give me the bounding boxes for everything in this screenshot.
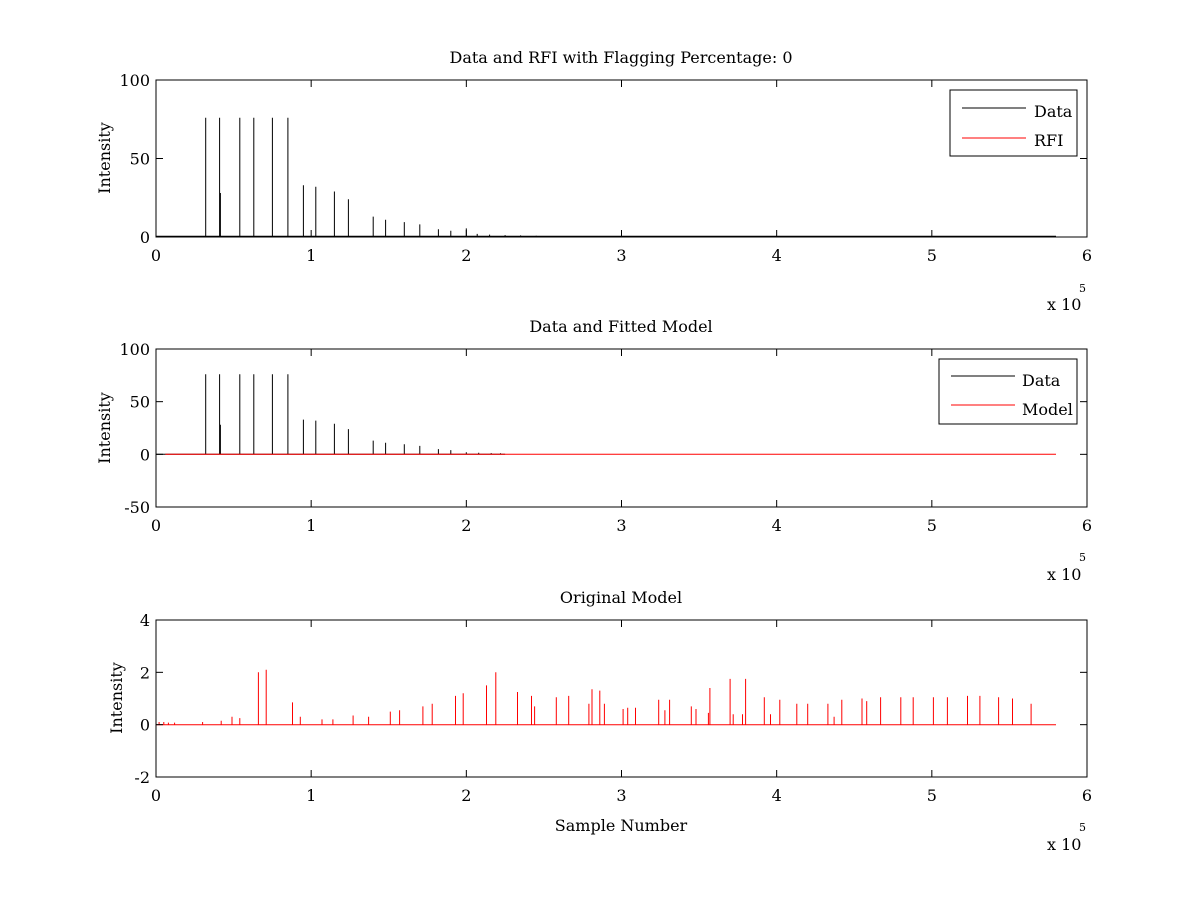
subplot-3-content [156,669,1056,726]
subplot-1-xtick-label: 1 [306,246,316,265]
subplot-3-xtick-label: 3 [616,786,626,805]
subplot-3-x-multiplier-base: x 10 [1047,835,1081,854]
subplot-2-xtick-label: 0 [151,516,161,535]
subplot-3-xtick-label: 1 [306,786,316,805]
subplot-2-ytick-label: -50 [124,498,150,517]
subplot-1-legend-label-data: Data [1034,102,1073,121]
subplot-1-xtick-label: 0 [151,246,161,265]
subplot-2-legend-label-data: Data [1022,371,1061,390]
subplot-3-x-multiplier-exponent: 5 [1079,821,1086,834]
subplot-2-xtick-label: 6 [1082,516,1092,535]
subplot-1-ytick-label: 0 [140,228,150,247]
subplot-3-xtick-label: 2 [461,786,471,805]
subplot-2-content [156,374,1056,455]
subplot-1-xtick-label: 6 [1082,246,1092,265]
subplot-1-series-data [156,117,1056,237]
subplot-2-ytick-label: 50 [130,393,150,412]
subplot-3-x-multiplier: x 10 5 [1047,821,1086,854]
subplot-3-ytick-label: 0 [140,716,150,735]
subplot-1-xtick-label: 3 [616,246,626,265]
subplot-1-x-multiplier: x 10 5 [1047,282,1086,314]
subplot-2-legend-box [938,358,1078,425]
subplot-1-legend-box [949,89,1078,157]
subplot-2-xtick-label: 3 [616,516,626,535]
subplot-2-xtick-label: 1 [306,516,316,535]
subplot-2-ylabel: Intensity [95,392,114,464]
subplot-2-series-data [156,374,506,455]
subplot-1-x-multiplier-exponent: 5 [1079,282,1086,295]
subplot-2-title: Data and Fitted Model [529,317,712,336]
subplot-3-xtick-label: 5 [927,786,937,805]
subplot-1-ticks: 0 1 2 3 4 5 6 0 50 100 [119,71,1092,265]
subplot-1-ytick-label: 100 [119,71,150,90]
subplot-1-x-multiplier-base: x 10 [1047,295,1081,314]
subplot-1: Data and RFI with Flagging Percentage: 0… [95,48,1092,314]
subplot-1-xtick-label: 4 [772,246,782,265]
subplot-1-legend: Data RFI [949,89,1078,157]
subplot-1-title: Data and RFI with Flagging Percentage: 0 [449,48,792,67]
subplot-3-ytick-label: 4 [140,611,150,630]
subplot-3-xtick-label: 6 [1082,786,1092,805]
subplot-1-xtick-label: 5 [927,246,937,265]
subplot-1-ylabel: Intensity [95,122,114,194]
subplot-2-x-multiplier-base: x 10 [1047,565,1081,584]
subplot-3-ytick-label: 2 [140,663,150,682]
subplot-3-xtick-label: 4 [772,786,782,805]
subplot-2-x-multiplier-exponent: 5 [1079,551,1086,564]
subplot-1-ytick-label: 50 [130,150,150,169]
subplot-3-xlabel: Sample Number [555,816,688,835]
subplot-3-ylabel: Intensity [107,662,126,734]
subplot-2-xtick-label: 5 [927,516,937,535]
subplot-2-xtick-label: 2 [461,516,471,535]
subplot-2-legend: Data Model [938,358,1078,425]
subplot-2-ytick-label: 100 [119,340,150,359]
subplot-2-legend-label-model: Model [1022,400,1073,419]
subplot-2-xtick-label: 4 [772,516,782,535]
subplot-3-xtick-label: 0 [151,786,161,805]
subplot-3-series-series-1 [156,669,1056,726]
subplot-3-title: Original Model [560,588,682,607]
subplot-1-xtick-label: 2 [461,246,471,265]
subplot-3-ytick-label: -2 [134,768,150,787]
subplot-1-legend-label-rfi: RFI [1034,131,1063,150]
subplot-2: Data and Fitted Model Intensity 0 1 2 3 4 5 6 -… [95,317,1092,584]
subplot-2-x-multiplier: x 10 5 [1047,551,1086,584]
subplot-2-ytick-label: 0 [140,445,150,464]
